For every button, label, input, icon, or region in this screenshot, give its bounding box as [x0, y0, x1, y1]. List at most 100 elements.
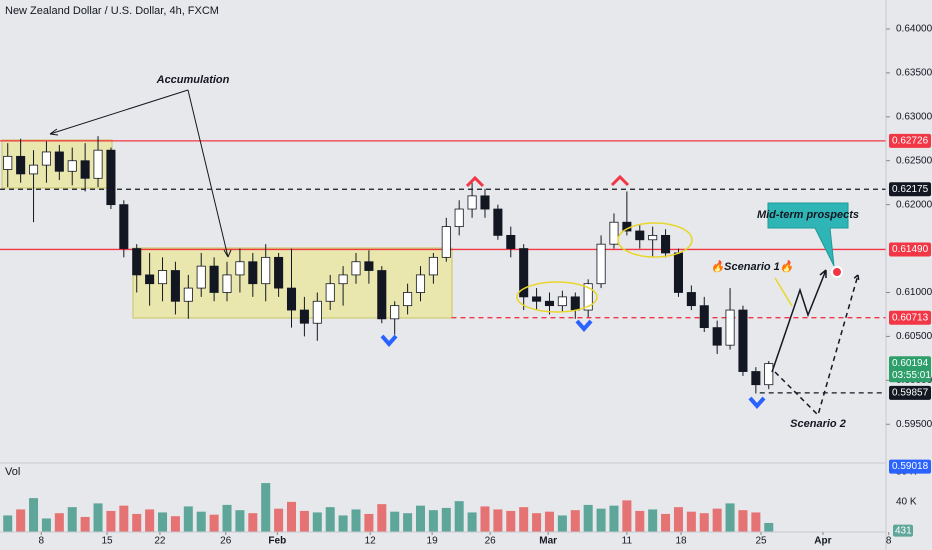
low-marker — [748, 396, 766, 410]
candle-body — [596, 243, 606, 285]
x-tick-label: 8 — [38, 536, 44, 547]
candle-body — [686, 292, 696, 307]
volume-tick-label: 40 K — [896, 497, 917, 508]
candle-body — [248, 261, 258, 285]
last-volume-bg — [893, 524, 913, 537]
volume-bar — [119, 505, 129, 532]
y-tick-label: 0.64000 — [896, 24, 932, 35]
x-tick-label: 26 — [485, 536, 497, 547]
ellipse — [516, 281, 598, 313]
volume-bar — [132, 513, 142, 532]
marker-price-bg — [889, 459, 931, 474]
candle-body — [532, 296, 542, 302]
volume-bar — [235, 510, 245, 532]
candle-body — [54, 151, 64, 172]
chart-title: New Zealand Dollar / U.S. Dollar, 4h, FX… — [5, 5, 219, 17]
volume-bar — [583, 504, 593, 532]
x-tick-label: 25 — [755, 536, 767, 547]
volume-bar — [351, 509, 361, 532]
candle-body — [183, 287, 193, 302]
level-label-bg — [889, 182, 931, 197]
candle-body — [16, 155, 26, 175]
candle-body — [467, 195, 477, 210]
x-tick-label: 26 — [220, 536, 232, 547]
volume-bar — [3, 515, 13, 532]
level-label-bg — [889, 242, 931, 257]
volume-bar — [609, 505, 619, 532]
candle-body — [725, 309, 735, 346]
y-tick-label: 0.62000 — [896, 199, 932, 210]
pointer — [774, 277, 793, 307]
volume-bar — [570, 510, 580, 532]
volume-bar — [222, 504, 232, 532]
candle-body — [67, 160, 77, 172]
volume-bar — [635, 510, 645, 532]
annotation: Accumulation — [156, 74, 230, 86]
candle-body — [648, 234, 658, 241]
candle-body — [29, 164, 39, 175]
volume-bar — [738, 510, 748, 532]
x-tick-label: Mar — [539, 536, 557, 547]
candle-body — [132, 248, 142, 276]
candle-body — [428, 256, 438, 276]
candle-body — [41, 151, 51, 166]
volume-bar — [106, 510, 116, 532]
candle-body — [609, 221, 619, 245]
volume-bar — [93, 503, 103, 532]
candle-body — [261, 256, 271, 285]
candle-body — [119, 204, 129, 249]
candle-body — [583, 283, 593, 311]
candle-body — [764, 363, 774, 386]
last-volume: 431 — [895, 525, 912, 536]
x-tick-label: 19 — [427, 536, 439, 547]
volume-bar — [274, 508, 284, 532]
candle-body — [338, 274, 348, 285]
candle-body — [222, 274, 232, 293]
x-tick-label: 8 — [886, 536, 892, 547]
callout — [767, 202, 849, 267]
volume-bar — [441, 507, 451, 532]
candle-body — [170, 270, 180, 302]
candle-body — [209, 265, 219, 293]
y-tick-label: 0.61000 — [896, 287, 932, 298]
volume-bar — [544, 511, 554, 532]
candle-body — [738, 309, 748, 372]
level-label: 0.62175 — [892, 184, 929, 195]
volume-bar — [29, 498, 39, 532]
level-label: 0.59857 — [892, 388, 929, 399]
high-marker — [465, 175, 485, 188]
volume-bar — [403, 513, 413, 532]
candle-body — [106, 149, 116, 206]
volume-bar — [712, 508, 722, 532]
candle-body — [480, 195, 490, 210]
annotation: Mid-term prospects — [757, 209, 859, 221]
candle-body — [403, 292, 413, 307]
candle-body — [661, 234, 671, 254]
volume-bar — [16, 509, 26, 532]
volume-bar — [183, 506, 193, 532]
volume-bar — [725, 503, 735, 532]
y-tick-label: 0.63000 — [896, 111, 932, 122]
volume-bar — [480, 506, 490, 532]
annotation: Scenario 2 — [790, 418, 846, 430]
y-tick-label: 0.63500 — [896, 68, 932, 79]
volume-bar — [751, 512, 761, 532]
x-tick-label: 22 — [154, 536, 166, 547]
candle-body — [299, 309, 309, 324]
x-tick-label: Feb — [268, 536, 286, 547]
candle-body — [557, 296, 567, 307]
low-marker — [380, 334, 398, 348]
x-tick-label: Apr — [814, 536, 831, 547]
candle-body — [157, 270, 168, 285]
x-tick-label: 12 — [365, 536, 377, 547]
y-tick-label: 0.59500 — [896, 419, 932, 430]
candle-body — [544, 300, 555, 307]
volume-bar — [80, 516, 90, 532]
x-tick-label: 15 — [101, 536, 113, 547]
last-price: 0.60194 — [892, 358, 929, 369]
volume-bar — [286, 501, 297, 532]
candle-body — [80, 160, 90, 179]
candle-body — [751, 371, 761, 386]
candle-body — [235, 261, 245, 276]
y-tick-label: 0.62500 — [896, 155, 932, 166]
